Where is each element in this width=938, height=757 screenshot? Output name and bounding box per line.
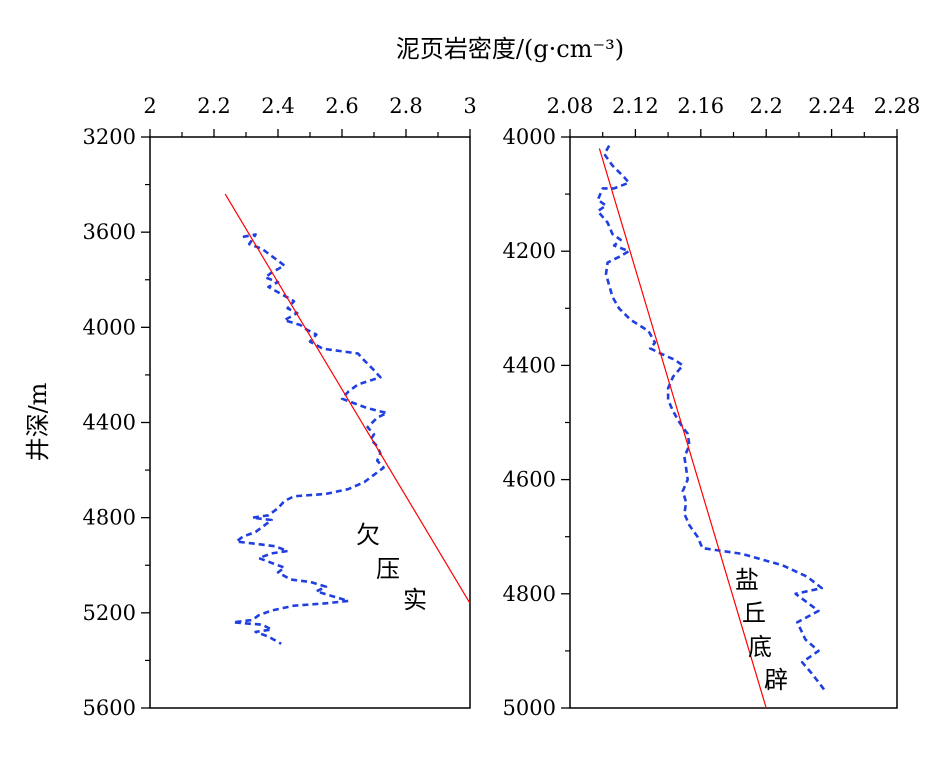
x-tick-label: 2.08: [547, 94, 594, 118]
x-tick-label: 2.16: [677, 94, 724, 118]
measured-density-line: [231, 233, 389, 645]
annotation-char: 压: [376, 555, 400, 583]
y-tick-label: 3200: [83, 125, 136, 149]
y-tick-label: 4600: [503, 468, 556, 492]
x-tick-label: 3: [463, 94, 476, 118]
right-density-panel: 2.08 2.12 2.16 2.2 2.24 2.28 4000 4200 4400 4600 4…: [503, 94, 921, 720]
annotation-char: 丘: [742, 599, 766, 627]
trend-line: [598, 148, 767, 709]
x-tick-label: 2.12: [612, 94, 659, 118]
y-tick-label: 4400: [503, 353, 556, 377]
y-tick-label: 4200: [503, 239, 556, 263]
y-tick-label: 5600: [83, 696, 136, 720]
x-tick-label: 2.2: [749, 94, 782, 118]
left-density-panel: 2 2.2 2.4 2.6 2.8 3 3200 3600 4000 4400 4800 5200 56…: [83, 94, 477, 720]
y-tick-label: 4800: [83, 506, 136, 530]
plot-frame: [149, 136, 471, 709]
y-tick-label: 4800: [503, 582, 556, 606]
y-tick-label: 4000: [503, 125, 556, 149]
x-tick-label: 2: [143, 94, 156, 118]
measured-density-line: [596, 144, 827, 692]
plot-frame: [569, 136, 898, 709]
annotation-char: 欠: [356, 521, 380, 549]
x-tick-label: 2.28: [874, 94, 921, 118]
x-tick-label: 2.8: [389, 94, 422, 118]
annotation-char: 实: [403, 586, 427, 614]
y-tick-label: 3600: [83, 220, 136, 244]
y-tick-label: 5200: [83, 601, 136, 625]
trend-line: [224, 193, 471, 604]
y-tick-label: 4400: [83, 411, 136, 435]
annotation-char: 底: [748, 633, 772, 661]
x-tick-label: 2.2: [197, 94, 230, 118]
y-axis-title: 井深/m: [24, 382, 52, 461]
annotation-char: 盐: [735, 566, 759, 594]
x-axis-title: 泥页岩密度/(g·cm⁻³): [396, 35, 624, 63]
x-tick-label: 2.24: [808, 94, 855, 118]
y-tick-label: 5000: [503, 696, 556, 720]
y-tick-label: 4000: [83, 315, 136, 339]
x-tick-label: 2.4: [261, 94, 294, 118]
x-tick-label: 2.6: [325, 94, 358, 118]
annotation-char: 辟: [764, 666, 788, 694]
